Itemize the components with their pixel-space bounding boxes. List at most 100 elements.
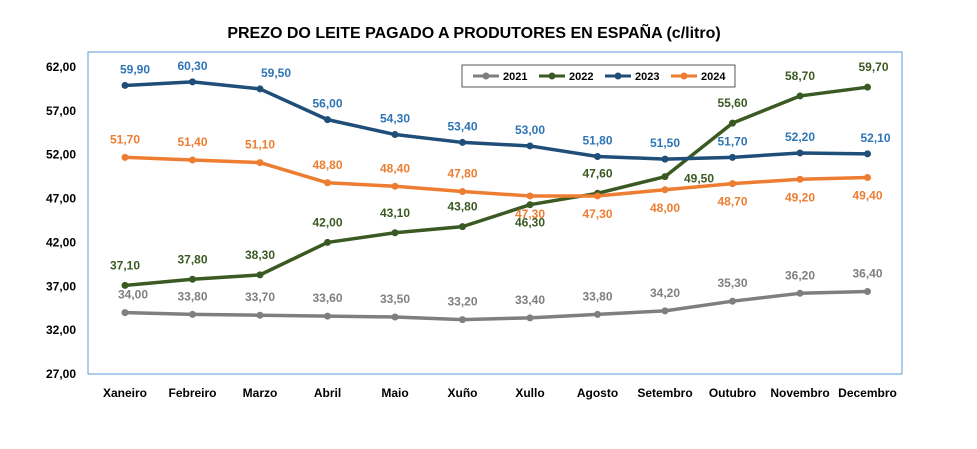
data-label: 56,00 xyxy=(312,97,342,111)
data-label: 48,00 xyxy=(650,201,680,215)
data-point xyxy=(121,309,129,317)
data-label: 36,40 xyxy=(852,267,882,281)
data-label: 58,70 xyxy=(785,69,815,83)
legend-label: 2023 xyxy=(635,71,659,83)
x-tick-label: Febreiro xyxy=(168,386,216,400)
data-label: 43,10 xyxy=(380,206,410,220)
data-point xyxy=(324,238,331,246)
data-point xyxy=(661,173,669,181)
y-tick-label: 32,00 xyxy=(46,323,76,337)
legend-item-2021: 2021 xyxy=(473,71,527,83)
data-label: 48,40 xyxy=(380,161,410,175)
data-label: 43,80 xyxy=(447,200,477,214)
y-tick-label: 37,00 xyxy=(46,279,76,293)
data-point xyxy=(459,138,466,146)
legend-label: 2022 xyxy=(569,71,593,83)
data-label: 51,10 xyxy=(245,138,275,152)
y-tick-label: 27,00 xyxy=(46,367,76,381)
data-point xyxy=(459,223,466,231)
data-label: 49,40 xyxy=(852,189,882,203)
data-point xyxy=(864,174,871,182)
data-label: 54,30 xyxy=(380,112,410,126)
x-tick-label: Xuño xyxy=(448,386,478,400)
data-point xyxy=(526,314,534,322)
y-tick-label: 47,00 xyxy=(46,192,76,206)
chart-title: PREZO DO LEITE PAGADO A PRODUTORES EN ES… xyxy=(227,22,720,42)
series-line xyxy=(124,155,868,198)
data-point xyxy=(391,313,399,321)
x-tick-label: Setembro xyxy=(637,386,692,400)
data-point xyxy=(189,156,196,164)
data-point xyxy=(391,131,399,139)
data-label: 60,30 xyxy=(177,59,207,73)
legend-item-2023: 2023 xyxy=(605,71,659,83)
y-tick-label: 57,00 xyxy=(46,104,76,118)
data-point xyxy=(459,316,466,324)
data-label: 46,30 xyxy=(515,216,545,230)
data-label: 52,10 xyxy=(860,131,890,145)
data-point xyxy=(121,153,129,161)
series-lines xyxy=(121,78,871,324)
legend-item-2022: 2022 xyxy=(539,71,593,83)
data-point xyxy=(729,119,736,127)
legend-item-2024: 2024 xyxy=(671,71,726,83)
data-label: 51,70 xyxy=(110,132,140,146)
legend-swatch-marker xyxy=(614,72,622,80)
data-label: 51,80 xyxy=(582,133,612,147)
data-point xyxy=(864,288,871,296)
data-label: 49,50 xyxy=(684,172,714,186)
data-point xyxy=(391,229,399,237)
data-label: 33,70 xyxy=(245,290,275,304)
data-label: 48,80 xyxy=(312,158,342,172)
data-point xyxy=(391,182,399,190)
data-label: 33,40 xyxy=(515,293,545,307)
data-label: 47,80 xyxy=(447,167,477,181)
data-point xyxy=(661,186,669,194)
data-label: 59,50 xyxy=(261,66,291,80)
series-2023 xyxy=(121,78,871,163)
data-point xyxy=(526,192,534,200)
data-label: 59,90 xyxy=(120,62,150,76)
series-line xyxy=(124,289,868,322)
x-tick-label: Marzo xyxy=(243,386,278,400)
data-label: 35,30 xyxy=(717,276,747,290)
data-point xyxy=(256,311,264,319)
data-point xyxy=(729,153,736,161)
data-label: 33,20 xyxy=(447,295,477,309)
data-point xyxy=(796,175,804,183)
series-2022 xyxy=(121,83,871,289)
data-label: 33,60 xyxy=(312,291,342,305)
data-labels: 34,00 33,80 33,70 33,60 33,50 33,20 33,40 33,80… xyxy=(110,59,891,309)
legend-box xyxy=(461,64,736,88)
data-point xyxy=(864,83,871,91)
legend-swatch-marker xyxy=(482,72,490,80)
data-label: 53,40 xyxy=(447,119,477,133)
data-point xyxy=(526,142,534,150)
data-point xyxy=(729,180,736,188)
data-label: 36,20 xyxy=(785,268,815,282)
data-point xyxy=(121,81,129,89)
data-label: 37,10 xyxy=(110,258,140,272)
y-tick-label: 62,00 xyxy=(46,60,76,74)
data-point xyxy=(796,149,804,157)
x-tick-label: Decembro xyxy=(838,386,897,400)
data-label: 47,60 xyxy=(582,166,612,180)
series-2021 xyxy=(121,288,871,324)
data-label: 51,40 xyxy=(177,135,207,149)
y-tick-label: 52,00 xyxy=(46,148,76,162)
data-point xyxy=(459,188,466,196)
x-tick-label: Agosto xyxy=(577,386,618,400)
data-label: 42,00 xyxy=(312,215,342,229)
data-point xyxy=(189,310,196,318)
data-label: 37,80 xyxy=(177,252,207,266)
y-tick-label: 42,00 xyxy=(46,235,76,249)
data-label: 51,50 xyxy=(650,136,680,150)
data-point xyxy=(121,281,129,289)
data-label: 33,80 xyxy=(177,289,207,303)
x-tick-label: Maio xyxy=(381,386,408,400)
data-label: 52,20 xyxy=(785,130,815,144)
data-point xyxy=(526,201,534,209)
data-label: 34,00 xyxy=(118,288,148,302)
data-point xyxy=(324,179,331,187)
